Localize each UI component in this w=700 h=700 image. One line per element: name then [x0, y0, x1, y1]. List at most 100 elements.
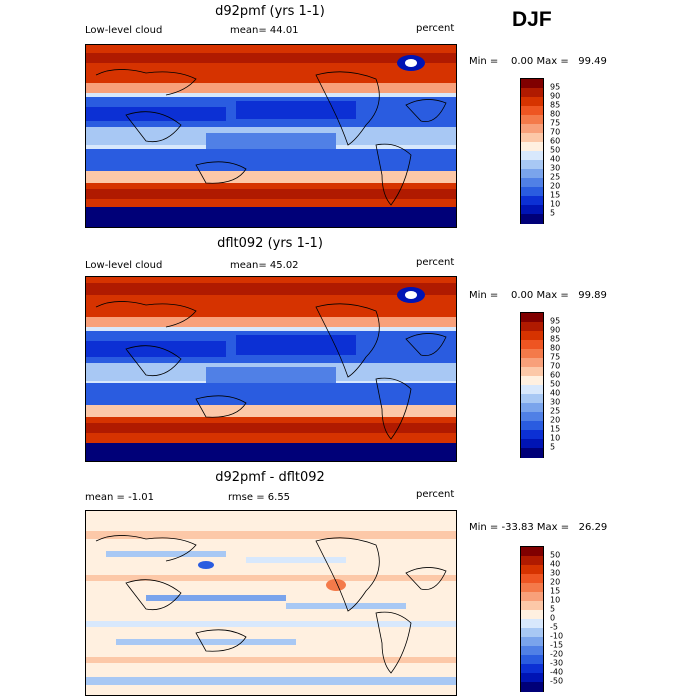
colorbar-label: 75: [550, 352, 561, 362]
colorbar-swatch: [521, 160, 543, 170]
colorbar-label: -40: [550, 667, 564, 677]
panel-1-colorbar-labels: 95 90 85 80 75 70 60 50 40 30 25 20 15 10 5: [550, 78, 590, 224]
colorbar-label: 5: [550, 604, 556, 614]
colorbar-swatch: [521, 619, 543, 629]
colorbar-swatch: [521, 394, 543, 404]
colorbar-label: 90: [550, 91, 561, 101]
colorbar-label: 0: [550, 613, 556, 623]
colorbar-swatch: [521, 358, 543, 368]
panel-2-colorbar-labels: 95 90 85 80 75 70 60 50 40 30 25 20 15 10 5: [550, 312, 590, 458]
colorbar-label: 80: [550, 109, 561, 119]
colorbar-label: -30: [550, 658, 564, 668]
colorbar-swatch: [521, 79, 543, 89]
colorbar-swatch: [521, 439, 543, 449]
colorbar-label: 30: [550, 568, 561, 578]
colorbar-swatch: [521, 88, 543, 98]
panel-3-mean: mean = -1.01: [85, 492, 154, 503]
panel-2-mean: mean= 45.02: [230, 260, 299, 271]
season-label: DJF: [512, 8, 552, 31]
colorbar-swatch: [521, 385, 543, 395]
colorbar-label: -20: [550, 649, 564, 659]
colorbar-swatch: [521, 601, 543, 611]
colorbar-swatch: [521, 565, 543, 575]
colorbar-swatch: [521, 196, 543, 206]
colorbar-label: 25: [550, 406, 561, 416]
colorbar-swatch: [521, 97, 543, 107]
colorbar-swatch: [521, 142, 543, 152]
colorbar-swatch: [521, 574, 543, 584]
panel-3-units: percent: [416, 489, 455, 500]
panel-3-minmax: Min = -33.83 Max = 26.29: [469, 522, 608, 533]
colorbar-swatch: [521, 556, 543, 566]
colorbar-label: 30: [550, 397, 561, 407]
colorbar-label: 75: [550, 118, 561, 128]
colorbar-swatch: [521, 646, 543, 656]
colorbar-swatch: [521, 448, 543, 458]
colorbar-swatch: [521, 169, 543, 179]
colorbar-label: 10: [550, 199, 561, 209]
colorbar-label: -5: [550, 622, 558, 632]
colorbar-swatch: [521, 664, 543, 674]
panel-1-mean: mean= 44.01: [230, 25, 299, 36]
colorbar-label: 90: [550, 325, 561, 335]
colorbar-swatch: [521, 637, 543, 647]
panel-1-colorbar: [520, 78, 544, 224]
colorbar-swatch: [521, 412, 543, 422]
colorbar-label: 95: [550, 82, 561, 92]
colorbar-swatch: [521, 205, 543, 215]
panel-2-variable-label: Low-level cloud: [85, 260, 163, 271]
colorbar-label: 50: [550, 550, 561, 560]
panel-3-colorbar-labels: 50 40 30 20 15 10 5 0 -5 -10 -15 -20 -30 -40 -50: [550, 546, 590, 692]
colorbar-swatch: [521, 421, 543, 431]
colorbar-label: 85: [550, 334, 561, 344]
colorbar-label: 60: [550, 136, 561, 146]
colorbar-swatch: [521, 403, 543, 413]
panel-2-units: percent: [416, 257, 455, 268]
colorbar-swatch: [521, 682, 543, 692]
panel-1-minmax: Min = 0.00 Max = 99.49: [469, 56, 607, 67]
colorbar-label: 95: [550, 316, 561, 326]
colorbar-swatch: [521, 628, 543, 638]
panel-2-minmax: Min = 0.00 Max = 99.89: [469, 290, 607, 301]
colorbar-swatch: [521, 376, 543, 386]
colorbar-label: 20: [550, 577, 561, 587]
panel-3-rmse: rmse = 6.55: [228, 492, 291, 503]
colorbar-swatch: [521, 124, 543, 134]
colorbar-label: 40: [550, 559, 561, 569]
panel-1-units: percent: [416, 23, 455, 34]
colorbar-label: 10: [550, 433, 561, 443]
colorbar-label: 30: [550, 163, 561, 173]
colorbar-swatch: [521, 673, 543, 683]
colorbar-swatch: [521, 583, 543, 593]
colorbar-label: 80: [550, 343, 561, 353]
colorbar-swatch: [521, 349, 543, 359]
colorbar-label: 85: [550, 100, 561, 110]
colorbar-label: 20: [550, 415, 561, 425]
panel-1-title: d92pmf (yrs 1-1): [215, 4, 325, 19]
colorbar-swatch: [521, 313, 543, 323]
colorbar-swatch: [521, 178, 543, 188]
colorbar-swatch: [521, 322, 543, 332]
panel-2-map: [85, 276, 457, 462]
colorbar-label: -15: [550, 640, 564, 650]
colorbar-label: 70: [550, 361, 561, 371]
colorbar-label: 50: [550, 379, 561, 389]
colorbar-label: -10: [550, 631, 564, 641]
colorbar-label: 25: [550, 172, 561, 182]
colorbar-label: 40: [550, 154, 561, 164]
colorbar-label: 5: [550, 208, 556, 218]
colorbar-label: 5: [550, 442, 556, 452]
colorbar-swatch: [521, 331, 543, 341]
colorbar-label: -50: [550, 676, 564, 686]
colorbar-label: 15: [550, 586, 561, 596]
panel-3-colorbar: [520, 546, 544, 692]
panel-2-colorbar: [520, 312, 544, 458]
colorbar-swatch: [521, 115, 543, 125]
colorbar-swatch: [521, 547, 543, 557]
panel-3-title: d92pmf - dflt092: [215, 470, 325, 485]
colorbar-swatch: [521, 430, 543, 440]
colorbar-swatch: [521, 655, 543, 665]
colorbar-swatch: [521, 340, 543, 350]
colorbar-label: 15: [550, 424, 561, 434]
colorbar-swatch: [521, 187, 543, 197]
